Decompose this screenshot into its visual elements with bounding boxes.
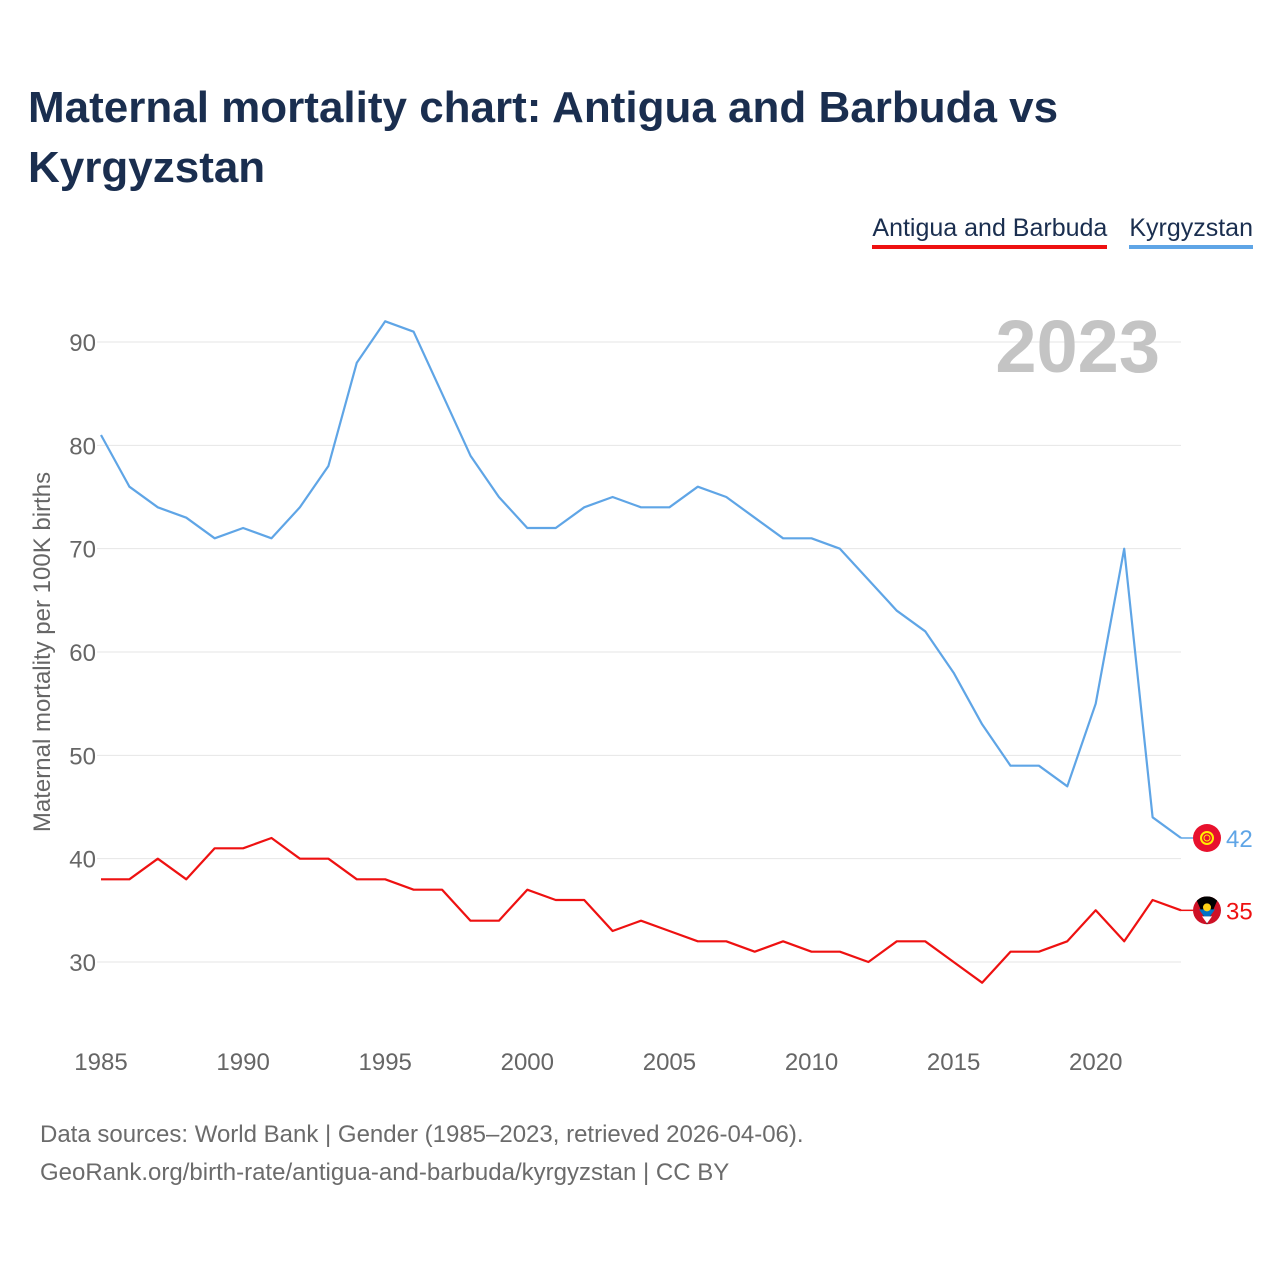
- x-tick-label: 2020: [1069, 1049, 1122, 1076]
- y-tick-label: 90: [69, 330, 96, 357]
- y-axis-label: Maternal mortality per 100K births: [29, 472, 56, 832]
- end-value-label-kyrgyzstan: 42: [1226, 826, 1253, 853]
- y-tick-label: 30: [69, 950, 96, 977]
- source-line-2: GeoRank.org/birth-rate/antigua-and-barbu…: [40, 1159, 730, 1186]
- x-tick-label: 2000: [501, 1049, 554, 1076]
- x-tick-label: 1990: [216, 1049, 269, 1076]
- source-line-1: Data sources: World Bank | Gender (1985–…: [40, 1121, 804, 1148]
- legend: Antigua and Barbuda Kyrgyzstan: [872, 214, 1253, 249]
- series-line-kyrgyzstan: [100, 320, 1182, 839]
- y-tick-label: 40: [69, 847, 96, 874]
- x-tick-label: 1985: [74, 1049, 127, 1076]
- end-value-label-antigua-and-barbuda: 35: [1226, 898, 1253, 925]
- x-tick-label: 1995: [359, 1049, 412, 1076]
- line-chart: 30 40 50 60 70 80 90 1985 1990 1995 2000 2005 2010 2…: [29, 305, 1253, 1076]
- data-sources: Data sources: World Bank | Gender (1985–…: [40, 1116, 804, 1192]
- legend-item-kyrgyzstan[interactable]: Kyrgyzstan: [1129, 214, 1253, 249]
- flag-kyrgyzstan-icon: [1193, 824, 1221, 852]
- x-tick-label: 2010: [785, 1049, 838, 1076]
- chart-title: Maternal mortality chart: Antigua and Ba…: [28, 83, 1059, 192]
- y-tick-label: 60: [69, 640, 96, 667]
- year-watermark: 2023: [995, 305, 1160, 388]
- flag-antigua-and-barbuda-icon: [1193, 896, 1221, 925]
- series-line-antigua-and-barbuda: [101, 836, 1182, 984]
- y-tick-label: 80: [69, 433, 96, 460]
- legend-item-antigua-and-barbuda[interactable]: Antigua and Barbuda: [872, 214, 1108, 249]
- y-tick-label: 70: [69, 537, 96, 564]
- x-tick-label: 2015: [927, 1049, 980, 1076]
- x-tick-label: 2005: [643, 1049, 696, 1076]
- y-tick-label: 50: [69, 743, 96, 770]
